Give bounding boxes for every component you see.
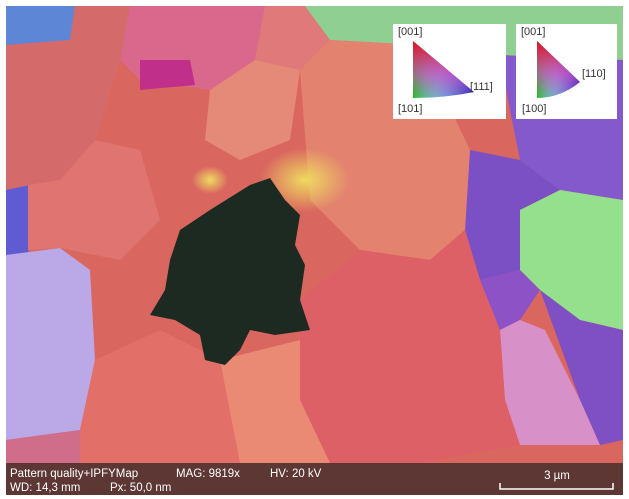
- info-text: WD: 14,3 mm: [10, 482, 80, 494]
- ipf-triangle: [413, 41, 474, 98]
- grain: [6, 6, 130, 190]
- grain: [220, 340, 330, 463]
- glow: [192, 166, 228, 194]
- info-text: Px: 50,0 nm: [110, 482, 171, 494]
- legend-label: [100]: [522, 103, 546, 115]
- legend-label: [001]: [398, 26, 422, 38]
- legend-label: [111]: [470, 81, 493, 93]
- grain: [255, 6, 330, 70]
- ipf-triangle: [537, 41, 580, 98]
- info-text: Pattern quality+IPFYMap: [10, 468, 138, 480]
- grain: [6, 430, 80, 463]
- grain: [465, 150, 560, 280]
- grain: [6, 6, 75, 45]
- pore: [150, 178, 310, 365]
- legend-label: [110]: [582, 68, 606, 80]
- grain: [520, 190, 623, 330]
- legend-label: [101]: [398, 103, 422, 115]
- grain: [28, 140, 160, 260]
- legend-label: [001]: [521, 26, 545, 38]
- grain: [480, 270, 540, 330]
- grain: [300, 230, 520, 463]
- grain: [540, 290, 623, 445]
- legend-box: [393, 24, 506, 119]
- grain: [500, 320, 600, 445]
- grain: [6, 248, 95, 440]
- grain: [140, 60, 195, 90]
- ipf-legend: [001] [101] [111] [001] [100] [110]: [393, 24, 617, 119]
- grain: [80, 330, 240, 463]
- grain: [205, 60, 300, 160]
- info-text: HV: 20 kV: [270, 468, 322, 480]
- scale-bar: [499, 483, 614, 490]
- glow: [260, 148, 350, 212]
- scale-bar-label: 3 µm: [544, 470, 570, 482]
- info-text: MAG: 9819x: [176, 468, 240, 480]
